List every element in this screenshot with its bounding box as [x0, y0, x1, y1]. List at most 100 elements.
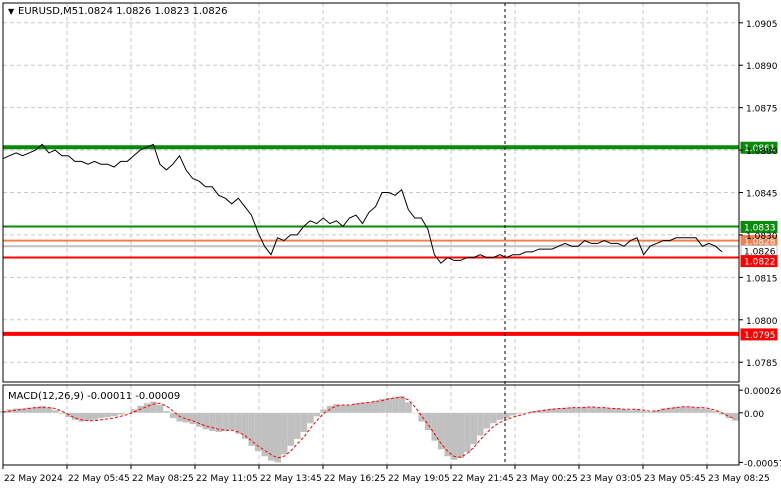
macd-histogram-bar — [503, 412, 510, 419]
macd-panel — [0, 396, 739, 463]
macd-histogram-bar — [169, 412, 177, 419]
level-tag-support-2 — [740, 328, 778, 341]
macd-histogram-bar — [444, 412, 451, 457]
macd-histogram-bar — [45, 407, 53, 413]
price-tick-label: 1.0815 — [746, 274, 778, 284]
level-tag-label-resistance-1: 1.0861 — [744, 144, 776, 154]
macd-histogram-bar — [627, 410, 634, 413]
level-tag-label-current-price: 1.0826 — [744, 248, 776, 258]
macd-histogram-bar — [542, 409, 550, 413]
macd-histogram-bar — [287, 412, 295, 446]
time-tick-label: 22 May 11:05 — [196, 474, 258, 484]
macd-histogram-bar — [352, 403, 360, 413]
macd-histogram-bar — [346, 405, 353, 413]
macd-histogram-bar — [418, 412, 425, 422]
time-tick-label: 22 May 2024 — [4, 474, 63, 484]
macd-histogram-bar — [457, 412, 465, 459]
macd-histogram-bar — [202, 412, 210, 430]
price-tick-label: 1.0890 — [746, 62, 778, 72]
level-tag-label-support-2: 1.0795 — [744, 331, 776, 341]
macd-histogram-bar — [39, 405, 46, 413]
macd-histogram-bar — [228, 412, 236, 431]
macd-histogram-bar — [686, 406, 693, 413]
macd-histogram-bar — [104, 412, 112, 418]
level-tag-label-orange-line: 1.0828 — [744, 238, 776, 248]
price-tick-label: 1.0785 — [746, 359, 778, 369]
macd-histogram-bar — [549, 408, 556, 413]
level-tag-resistance-1 — [740, 141, 778, 154]
macd-histogram-bar — [490, 412, 497, 424]
macd-histogram-bar — [607, 408, 615, 413]
macd-histogram-bar — [614, 408, 621, 413]
macd-histogram-bar — [150, 401, 157, 413]
macd-histogram-bar — [254, 412, 262, 452]
macd-histogram-bar — [451, 412, 458, 460]
macd-histogram-bar — [725, 412, 733, 419]
macd-histogram-bar — [555, 408, 563, 413]
macd-histogram-bar — [411, 412, 419, 414]
price-line — [2, 143, 723, 264]
macd-histogram-bar — [313, 412, 321, 417]
macd-histogram-bar — [215, 412, 223, 432]
macd-histogram-bar — [660, 408, 667, 413]
price-tick-label: 1.0830 — [746, 232, 778, 242]
macd-histogram-bar — [163, 411, 170, 413]
macd-histogram-bar — [431, 412, 438, 441]
macd-histogram-bar — [699, 408, 706, 413]
macd-histogram-bar — [320, 409, 327, 413]
macd-histogram-bar — [464, 412, 471, 452]
macd-histogram-bar — [274, 412, 282, 463]
time-tick-label: 23 May 03:05 — [580, 474, 642, 484]
macd-histogram-bar — [516, 412, 523, 414]
macd-histogram-bar — [130, 409, 138, 413]
macd-histogram-bar — [601, 407, 608, 413]
level-tag-label-resistance-2: 1.0833 — [744, 223, 776, 233]
macd-tick-label: 0.00026 — [744, 387, 781, 397]
chart-ohlc: 1.0824 1.0826 1.0823 1.0826 — [78, 6, 228, 17]
macd-histogram-bar — [71, 412, 79, 420]
macd-histogram-bar — [653, 410, 661, 413]
level-tag-label-support-1: 1.0822 — [744, 258, 776, 268]
macd-histogram-bar — [307, 412, 314, 424]
macd-histogram-bar — [640, 411, 648, 413]
price-tick-label: 1.0905 — [746, 20, 778, 30]
macd-histogram-bar — [248, 412, 255, 446]
macd-tick-label: -0.00057 — [744, 459, 781, 469]
macd-histogram-bar — [647, 411, 654, 413]
macd-histogram-bar — [124, 412, 131, 414]
macd-histogram-bar — [437, 412, 445, 450]
macd-histogram-bar — [392, 397, 399, 413]
macd-histogram-bar — [666, 407, 674, 413]
price-tick-label: 1.0800 — [746, 317, 778, 327]
symbol-menu-icon[interactable]: ▼ — [8, 7, 15, 16]
price-series — [2, 143, 723, 264]
macd-histogram-bar — [261, 412, 268, 457]
macd-histogram-bar — [98, 412, 105, 419]
macd-histogram-bar — [483, 412, 491, 429]
macd-histogram-bar — [366, 402, 373, 413]
macd-histogram-bar — [333, 404, 340, 413]
macd-histogram-bar — [732, 412, 739, 421]
macd-histogram-bar — [235, 412, 242, 434]
macd-histogram-bar — [398, 396, 406, 413]
level-tag-support-1 — [740, 255, 778, 268]
macd-histogram-bar — [156, 405, 164, 413]
macd-histogram-bar — [84, 412, 92, 421]
macd-histogram-bar — [568, 407, 576, 413]
level-tag-resistance-2 — [740, 220, 778, 233]
macd-histogram-bar — [91, 412, 99, 420]
time-tick-label: 22 May 19:05 — [388, 474, 450, 484]
macd-signal-line — [2, 396, 736, 459]
macd-histogram-bar — [189, 412, 197, 425]
axes: 1.09051.08901.08751.08601.08451.08301.08… — [2, 20, 781, 484]
time-tick-label: 22 May 21:45 — [452, 474, 514, 484]
macd-histogram-bar — [300, 412, 308, 432]
macd-histogram-bar — [496, 412, 504, 420]
macd-histogram-bar — [634, 409, 641, 413]
time-tick-label: 23 May 08:25 — [708, 474, 770, 484]
macd-histogram-bar — [32, 406, 40, 413]
time-tick-label: 23 May 00:25 — [516, 474, 578, 484]
